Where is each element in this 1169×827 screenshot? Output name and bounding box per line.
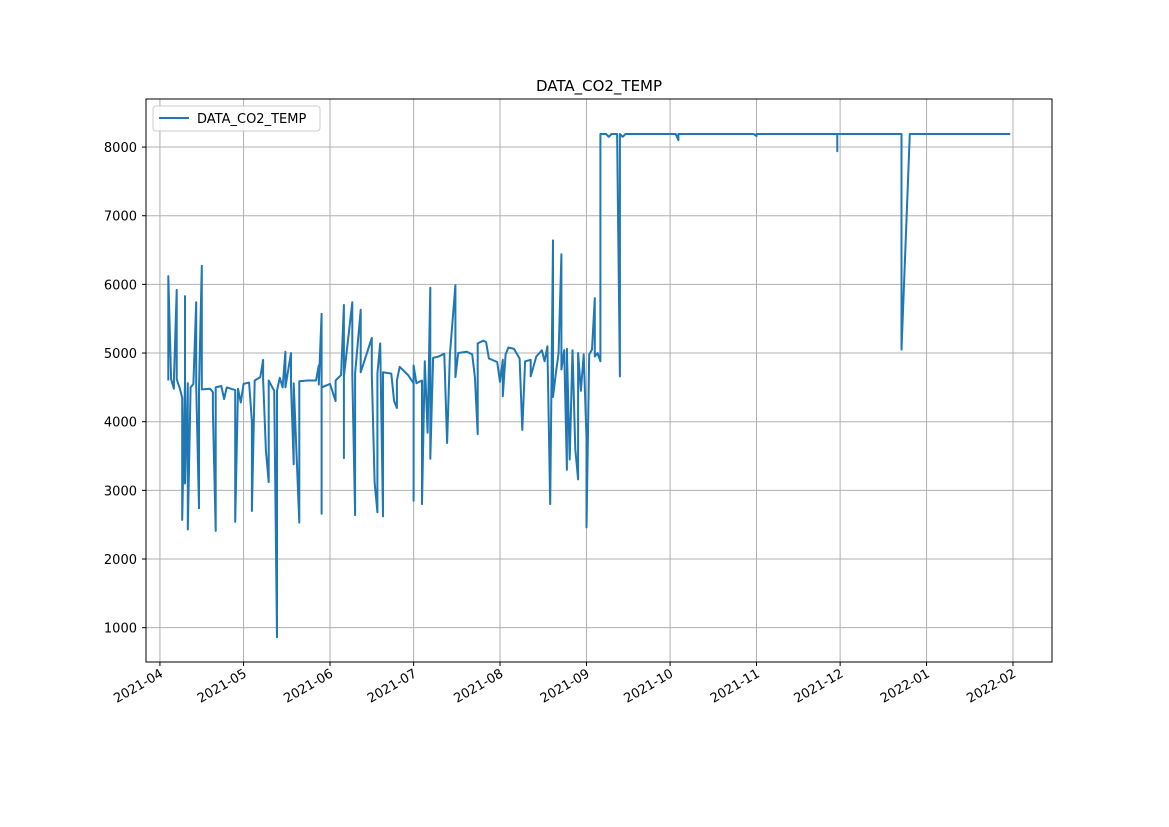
legend-box	[152, 105, 321, 132]
y-tick-label: 6000	[104, 278, 137, 293]
series-layer	[167, 133, 1011, 639]
chart-title: DATA_CO2_TEMP	[536, 77, 662, 96]
y-tick-label: 5000	[104, 347, 137, 362]
y-axis-ticks: 1000 2000 3000 4000 5000 6000 7000 8000	[104, 141, 146, 637]
y-tick-label: 3000	[104, 484, 137, 499]
y-tick-label: 2000	[104, 553, 137, 568]
y-tick-label: 8000	[104, 141, 137, 156]
legend-label: DATA_CO2_TEMP	[197, 112, 306, 127]
y-tick-label: 7000	[104, 210, 137, 225]
y-tick-label: 1000	[104, 622, 137, 637]
plot-frame	[145, 98, 1053, 663]
legend: DATA_CO2_TEMP	[152, 105, 321, 132]
series-line	[167, 133, 1011, 639]
y-tick-label: 4000	[104, 416, 137, 431]
